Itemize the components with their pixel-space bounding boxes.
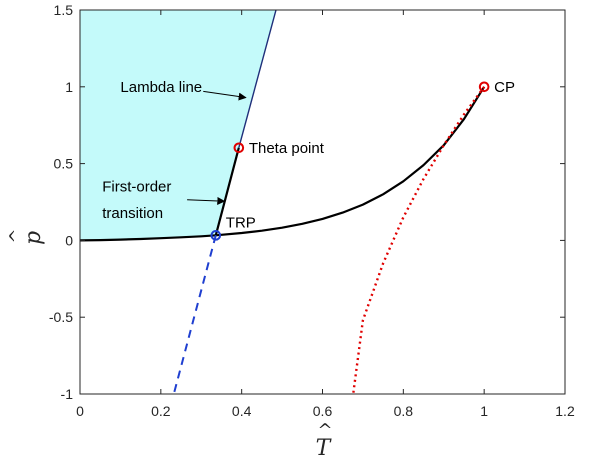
y-tick-label: -1 [61,386,74,402]
series-line-3 [238,10,277,148]
point-label-theta-point: Theta point [249,140,325,157]
series-line-1 [215,86,486,237]
y-tick-label: 0.5 [54,156,74,172]
point-marker-theta-point [233,142,245,154]
annotation-first-order: First-order [102,179,171,196]
x-axis-label-accent: ^ [317,420,332,441]
annotation-arrow-lambda-line [203,90,247,101]
x-tick-label: 0.6 [313,403,333,419]
series-line-5 [352,86,486,394]
point-label-trp: TRP [226,214,256,231]
annotation-transition: transition [102,205,163,222]
point-label-cp: CP [494,79,515,96]
series-line-2 [214,147,240,236]
annotation-lambda-line: Lambda line [120,79,202,96]
x-tick-label: 0 [76,403,84,419]
series-line-0 [80,234,216,242]
y-axis-label-accent: ^ [6,228,27,243]
y-tick-label: 1.5 [54,2,74,18]
y-tick-label: -0.5 [49,309,73,325]
shaded-phase-region [80,10,276,241]
point-marker-cp [478,81,490,93]
point-marker-trp [210,230,222,241]
x-tick-label: 0.2 [151,403,171,419]
y-tick-label: 1 [65,79,73,95]
x-tick-label: 0.4 [232,403,252,419]
y-tick-label: 0 [65,232,73,248]
annotation-arrow-first-order [187,196,226,205]
x-axis-label: T [316,436,333,461]
series-line-4 [172,235,217,394]
x-tick-label: 1.2 [555,403,575,419]
y-axis-label: p [21,231,46,245]
x-tick-label: 0.8 [394,403,414,419]
x-tick-label: 1 [480,403,488,419]
